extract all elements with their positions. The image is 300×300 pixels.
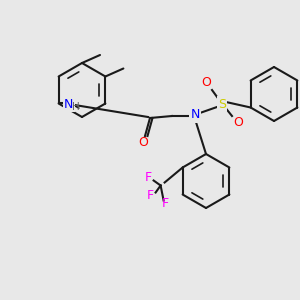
Text: O: O [138, 136, 148, 149]
Text: O: O [233, 116, 243, 130]
Text: H: H [72, 103, 80, 112]
Text: S: S [218, 98, 226, 110]
Text: F: F [162, 197, 169, 210]
Text: N: N [64, 98, 73, 111]
Text: N: N [190, 109, 200, 122]
Text: F: F [147, 189, 154, 202]
Text: O: O [201, 76, 211, 89]
Text: F: F [145, 171, 152, 184]
